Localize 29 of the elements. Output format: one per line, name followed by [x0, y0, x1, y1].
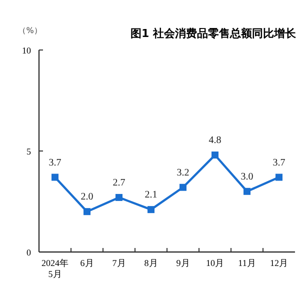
x-tick-label: 10月: [206, 258, 224, 268]
x-tick-label: 9月: [176, 258, 190, 268]
point: [52, 174, 58, 181]
data-label: 3.7: [272, 157, 286, 168]
data-label: 2.1: [144, 190, 158, 201]
point: [148, 206, 154, 214]
x-tick-label: 6月: [80, 258, 94, 268]
data-label: 4.8: [208, 135, 222, 146]
x-tick-label: 11月: [238, 258, 256, 268]
y-axis-title: （%）: [18, 26, 42, 35]
x-tick-label: 12月: [270, 258, 288, 268]
point: [84, 208, 90, 216]
point: [212, 152, 218, 159]
x-tick-label: 8月: [144, 258, 158, 268]
x-tick-label: 7月: [112, 258, 126, 268]
point: [276, 174, 282, 181]
point: [180, 184, 186, 191]
data-label: 3.7: [48, 157, 62, 168]
data-label: 2.7: [112, 177, 126, 188]
y-tick-label: 0: [26, 248, 32, 258]
point: [244, 188, 250, 195]
data-label: 3.0: [240, 171, 254, 182]
data-label: 3.2: [176, 167, 190, 178]
chart-title: 图1 社会消费品零售总额同比增长: [130, 27, 297, 40]
x-tick-label: 2024年 5月: [42, 258, 68, 279]
point: [116, 194, 122, 201]
y-tick-label: 10: [22, 46, 32, 56]
y-tick-label: 5: [26, 146, 32, 156]
data-label: 2.0: [80, 192, 94, 203]
